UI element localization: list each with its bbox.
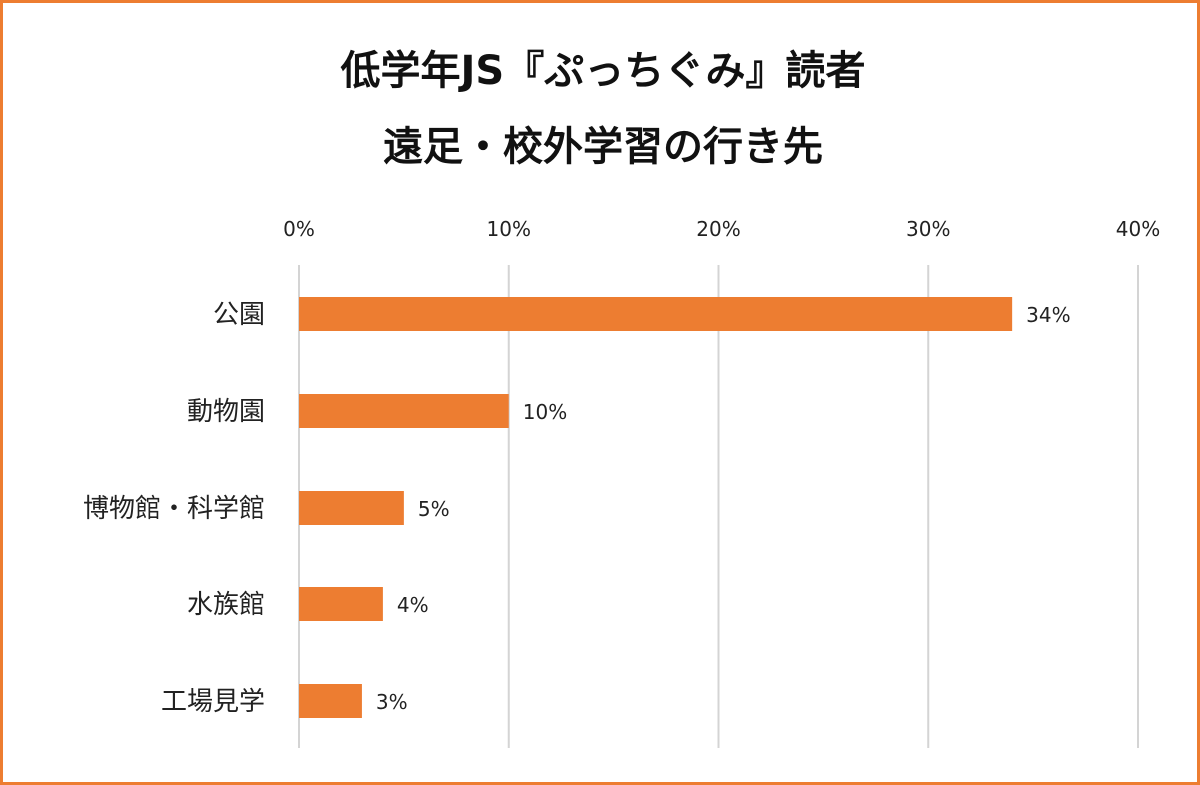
- bar-1: [299, 297, 1013, 331]
- x-tick-label-30: 30%: [906, 217, 950, 241]
- category-label-3: 博物館・科学館: [83, 494, 265, 524]
- x-tick-label-0: 0%: [283, 217, 315, 241]
- bar-5: [299, 684, 362, 718]
- category-label-5: 工場見学: [161, 687, 265, 717]
- x-tick-label-20: 20%: [696, 217, 740, 241]
- category-label-1: 公園: [213, 300, 265, 330]
- chart-title-line-1: 低学年JS『ぷっちぐみ』読者: [340, 48, 866, 94]
- data-label-1: 34%: [1026, 303, 1070, 327]
- data-label-4: 4%: [397, 593, 429, 617]
- data-label-2: 10%: [523, 400, 567, 424]
- bar-3: [299, 491, 404, 525]
- chart-title-line-2: 遠足・校外学習の行き先: [383, 124, 823, 170]
- bar-4: [299, 587, 383, 621]
- category-label-4: 水族館: [187, 590, 265, 620]
- x-tick-label-40: 40%: [1116, 217, 1160, 241]
- data-label-3: 5%: [418, 497, 450, 521]
- bar-chart: 0% 10% 20% 30% 40% 公園 34% 動物園 10% 博物館・科学館 5% 水族館 4% 工…: [83, 217, 1160, 748]
- x-tick-label-10: 10%: [487, 217, 531, 241]
- category-label-2: 動物園: [187, 397, 265, 427]
- bar-2: [299, 394, 509, 428]
- data-label-5: 3%: [376, 690, 408, 714]
